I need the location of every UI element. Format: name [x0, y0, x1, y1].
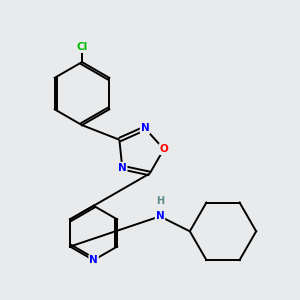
Text: O: O	[159, 144, 168, 154]
Text: N: N	[156, 212, 164, 221]
Text: N: N	[118, 163, 127, 172]
Text: Cl: Cl	[76, 42, 88, 52]
Text: N: N	[141, 123, 149, 133]
Text: N: N	[89, 255, 98, 265]
Text: H: H	[156, 196, 164, 206]
